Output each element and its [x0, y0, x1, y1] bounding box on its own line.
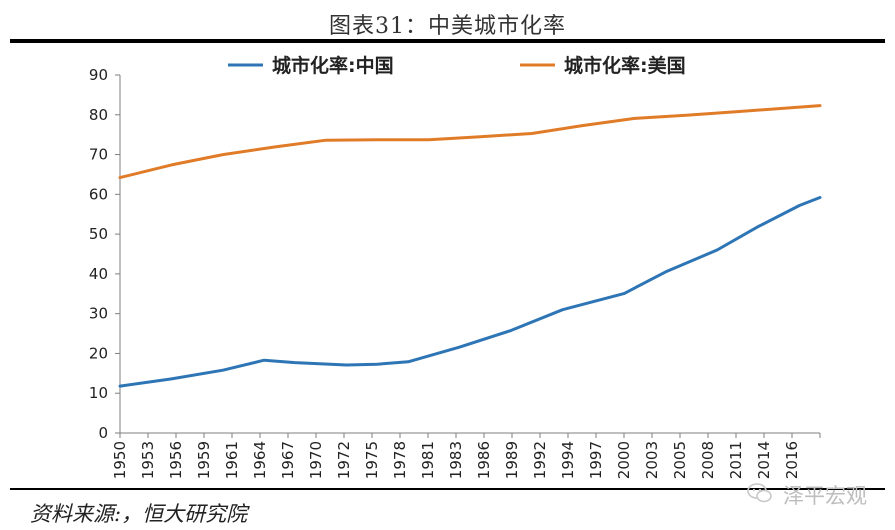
- series-line-china: [118, 196, 822, 388]
- page-title: 图表31：中美城市化率: [329, 14, 566, 39]
- wechat-icon: [747, 483, 772, 503]
- x-tick-label: 1964: [251, 441, 269, 479]
- source-note: 资料来源:，恒大研究院: [30, 502, 248, 526]
- title-rule: [10, 39, 885, 43]
- y-tick-label: 10: [89, 384, 108, 402]
- x-tick-label: 1994: [559, 441, 577, 479]
- x-tick-label: 2016: [783, 441, 801, 479]
- chart-legend: 城市化率:中国 城市化率:美国: [228, 54, 686, 77]
- x-tick-label: 2003: [643, 441, 661, 479]
- x-tick-label: 1970: [307, 441, 325, 479]
- chart-series: [118, 104, 822, 388]
- y-axis: 0 10 20 30 40 50 60 70 80 90: [89, 66, 121, 442]
- x-tick-label: 2014: [755, 441, 773, 479]
- x-tick-label: 2005: [671, 441, 689, 479]
- x-tick-label: 1967: [279, 441, 297, 479]
- x-tick-label: 1989: [503, 441, 521, 479]
- y-tick-label: 70: [89, 146, 108, 164]
- x-tick-label: 1953: [139, 441, 157, 479]
- y-tick-label: 60: [89, 185, 108, 203]
- x-tick-label: 1972: [335, 441, 353, 479]
- legend-label-usa: 城市化率:美国: [564, 54, 686, 77]
- x-tick-label: 1986: [475, 441, 493, 479]
- y-tick-label: 0: [98, 424, 108, 442]
- line-chart: 城市化率:中国 城市化率:美国 0 10 20 30 40 50 60 70 80 90 1950…: [89, 54, 822, 479]
- series-line-usa: [118, 104, 822, 180]
- y-tick-label: 90: [89, 66, 108, 84]
- x-tick-label: 1956: [167, 441, 185, 479]
- x-tick-label: 1959: [195, 441, 213, 479]
- x-tick-label: 1975: [363, 441, 381, 479]
- x-tick-label: 1978: [391, 441, 409, 479]
- footer-rule: [10, 488, 885, 490]
- x-tick-label: 1997: [587, 441, 605, 479]
- x-tick-label: 2011: [727, 441, 745, 479]
- x-tick-label: 1983: [447, 441, 465, 479]
- y-tick-label: 80: [89, 106, 108, 124]
- y-tick-label: 20: [89, 344, 108, 362]
- x-tick-label: 1961: [223, 441, 241, 479]
- x-axis: 1950 1953 1956 1959 1961 1964 1967 1970 1972 1975…: [111, 432, 821, 479]
- watermark: 泽平宏观: [783, 484, 867, 508]
- x-tick-label: 1981: [419, 441, 437, 479]
- y-tick-label: 40: [89, 265, 108, 283]
- x-tick-label: 2008: [699, 441, 717, 479]
- x-tick-label: 1950: [111, 441, 129, 479]
- legend-label-china: 城市化率:中国: [272, 54, 394, 77]
- y-tick-label: 50: [89, 225, 108, 243]
- x-tick-label: 2000: [615, 441, 633, 479]
- x-tick-label: 1992: [531, 441, 549, 479]
- y-tick-label: 30: [89, 305, 108, 323]
